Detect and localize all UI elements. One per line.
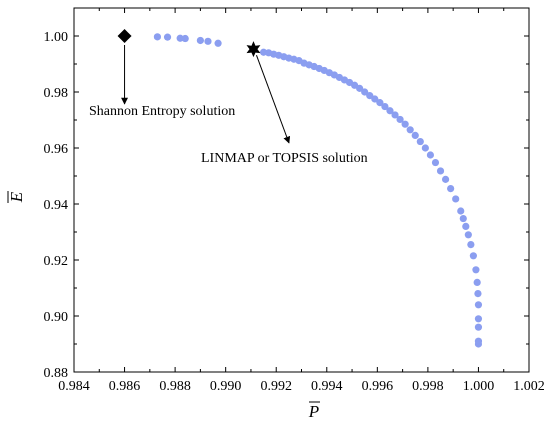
pareto-point <box>426 151 435 159</box>
x-tick-label: 0.990 <box>210 379 242 394</box>
pareto-point <box>366 92 374 100</box>
pareto-point <box>472 266 480 274</box>
y-axis-title: E <box>7 191 26 203</box>
y-tick-label: 0.96 <box>44 142 69 157</box>
shannon-entropy-marker <box>117 29 132 43</box>
x-axis-title: P <box>308 401 320 421</box>
pareto-point <box>163 33 172 41</box>
y-tick-label: 0.90 <box>44 310 69 325</box>
y-tick-label: 0.88 <box>44 366 69 381</box>
x-axis-label: P <box>308 402 319 421</box>
linmap-topsis-marker <box>246 41 261 58</box>
pareto-point <box>396 115 404 124</box>
pareto-point <box>473 278 481 286</box>
pareto-point <box>401 120 409 128</box>
pareto-point <box>181 34 189 43</box>
pareto-point <box>441 175 450 183</box>
x-tick-label: 0.998 <box>412 379 444 394</box>
linmap-topsis-arrow <box>256 54 291 144</box>
annotations: Shannon Entropy solution LINMAP or TOPSIS… <box>89 29 368 166</box>
pareto-point <box>457 207 465 215</box>
y-tick-label: 0.92 <box>44 254 69 269</box>
pareto-point <box>464 231 472 239</box>
y-tick-label: 1.00 <box>44 30 69 45</box>
x-tick-label: 0.996 <box>362 379 394 394</box>
linmap-topsis-label: LINMAP or TOPSIS solution <box>201 151 368 166</box>
x-tick-label: 0.984 <box>58 379 90 394</box>
pareto-point <box>436 167 445 175</box>
pareto-point <box>386 107 394 115</box>
pareto-point <box>356 84 364 92</box>
pareto-point <box>431 158 440 167</box>
pareto-point <box>459 214 467 223</box>
x-tick-label: 0.988 <box>159 379 191 394</box>
pareto-point <box>474 290 482 298</box>
pareto-point <box>462 222 470 230</box>
x-tick-label: 0.992 <box>260 379 292 394</box>
pareto-point <box>474 301 483 309</box>
pareto-point <box>474 315 483 323</box>
pareto-point <box>361 88 369 96</box>
pareto-point <box>474 323 483 331</box>
pareto-point <box>214 39 222 47</box>
pareto-point <box>406 126 414 134</box>
pareto-point <box>204 37 212 45</box>
y-tick-label: 0.98 <box>44 86 69 101</box>
pareto-point <box>421 144 429 152</box>
pareto-point <box>153 33 162 41</box>
x-axis-ticks: 0.984 0.986 0.988 0.990 0.992 0.994 0.996 0.998… <box>58 8 545 394</box>
y-tick-label: 0.94 <box>44 198 69 213</box>
pareto-point <box>391 111 399 119</box>
y-axis-label: E <box>7 191 26 203</box>
x-tick-label: 0.986 <box>109 379 141 394</box>
pareto-point <box>467 241 475 249</box>
pareto-point <box>469 252 477 260</box>
pareto-front-points <box>153 33 483 348</box>
x-tick-label: 1.002 <box>513 379 545 394</box>
pareto-point <box>371 95 379 103</box>
shannon-entropy-label: Shannon Entropy solution <box>89 104 235 119</box>
pareto-point <box>196 36 204 45</box>
pareto-point <box>381 102 389 111</box>
x-tick-label: 0.994 <box>311 379 343 394</box>
pareto-point <box>416 137 424 146</box>
pareto-point <box>376 99 384 107</box>
pareto-point <box>447 185 455 193</box>
y-axis-ticks: 0.88 0.90 0.92 0.94 0.96 0.98 1.00 <box>44 30 529 381</box>
pareto-point <box>474 340 483 348</box>
pareto-point <box>452 195 460 203</box>
x-tick-label: 1.000 <box>463 379 495 394</box>
pareto-point <box>411 131 419 139</box>
